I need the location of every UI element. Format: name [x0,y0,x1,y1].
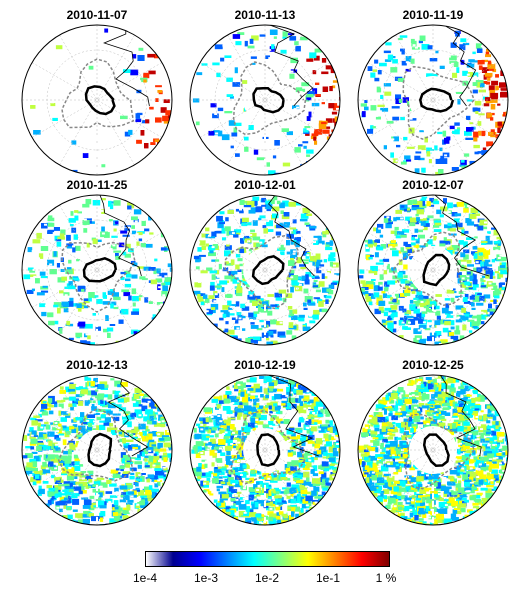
colorbar-tick-label: 1e-3 [193,571,219,585]
colorbar [145,551,390,567]
panel-date: 2010-12-19 [234,358,296,372]
panel-date: 2010-11-25 [66,178,128,192]
panel-date: 2010-12-07 [402,178,464,192]
colorbar-tick-label: 1e-2 [254,571,280,585]
colorbar-tick-label: 1 % [375,571,397,585]
polar-map [357,194,509,346]
colorbar-tick-label: 1e-4 [132,571,158,585]
panel-date: 2010-12-25 [402,358,464,372]
panel-date: 2010-11-07 [66,8,128,22]
colorbar-tick-label: 1e-1 [315,571,341,585]
panel-date: 2010-12-13 [66,358,128,372]
panel-date: 2010-11-13 [234,8,296,22]
polar-map [189,194,341,346]
polar-map [189,24,341,176]
panel-date: 2010-11-19 [402,8,464,22]
polar-map [357,24,509,176]
polar-map [21,374,173,526]
polar-map [21,24,173,176]
panel-date: 2010-12-01 [234,178,296,192]
polar-map [357,374,509,526]
polar-map [189,374,341,526]
polar-map [21,194,173,346]
